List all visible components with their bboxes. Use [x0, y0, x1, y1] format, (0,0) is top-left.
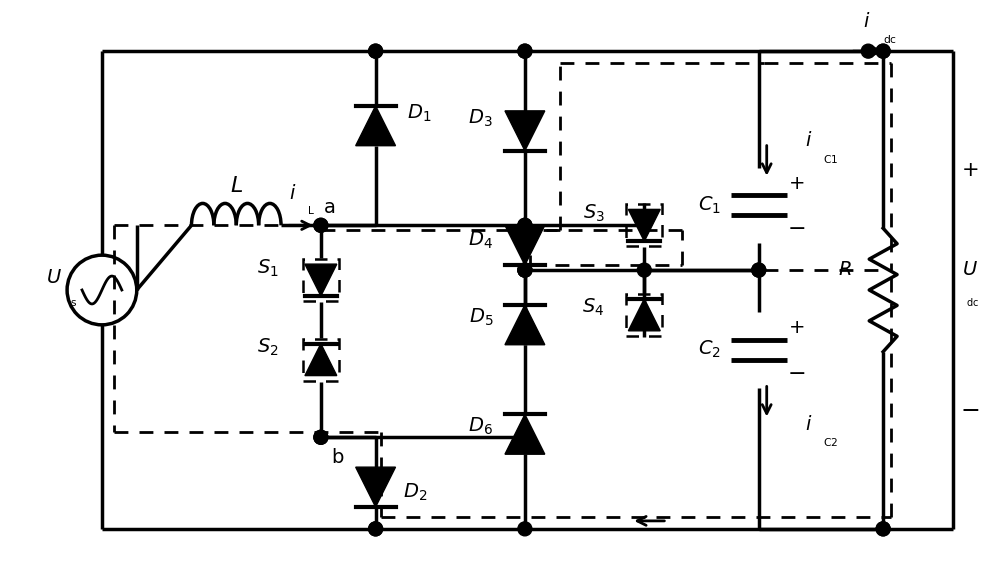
Polygon shape — [305, 344, 337, 376]
Text: $+$: $+$ — [788, 175, 805, 193]
Text: $i$: $i$ — [805, 415, 812, 434]
Bar — [626, 294, 662, 336]
Text: $R$: $R$ — [838, 261, 851, 279]
Polygon shape — [305, 264, 337, 296]
Polygon shape — [505, 414, 545, 454]
Circle shape — [518, 218, 532, 232]
Circle shape — [369, 44, 383, 58]
Text: $S_4$: $S_4$ — [582, 296, 604, 318]
Circle shape — [876, 44, 890, 58]
Text: $i$: $i$ — [863, 12, 870, 31]
Text: $S_3$: $S_3$ — [583, 203, 604, 224]
Polygon shape — [628, 209, 660, 241]
Text: $D_1$: $D_1$ — [407, 103, 432, 125]
Text: $D_6$: $D_6$ — [468, 416, 493, 437]
Text: $C_1$: $C_1$ — [698, 195, 721, 216]
Circle shape — [861, 44, 875, 58]
Circle shape — [752, 263, 766, 277]
Circle shape — [518, 522, 532, 536]
Polygon shape — [505, 305, 545, 345]
Circle shape — [314, 218, 328, 232]
Circle shape — [518, 44, 532, 58]
Circle shape — [876, 522, 890, 536]
Text: $D_3$: $D_3$ — [468, 108, 493, 129]
Circle shape — [876, 44, 890, 58]
Polygon shape — [628, 299, 660, 331]
Text: $U$: $U$ — [46, 269, 62, 287]
Circle shape — [518, 44, 532, 58]
Text: $-$: $-$ — [787, 216, 806, 238]
Text: $-$: $-$ — [960, 398, 979, 421]
Circle shape — [369, 522, 383, 536]
Text: $\mathrm{b}$: $\mathrm{b}$ — [331, 448, 344, 467]
Text: $_\mathrm{C2}$: $_\mathrm{C2}$ — [823, 435, 838, 450]
Text: $-$: $-$ — [787, 361, 806, 383]
Text: $+$: $+$ — [961, 161, 978, 180]
Circle shape — [369, 44, 383, 58]
Text: $D_5$: $D_5$ — [469, 306, 493, 328]
Circle shape — [518, 263, 532, 277]
Circle shape — [518, 263, 532, 277]
Circle shape — [314, 430, 328, 444]
Polygon shape — [356, 467, 396, 507]
Text: $_\mathrm{dc}$: $_\mathrm{dc}$ — [966, 295, 979, 309]
Circle shape — [314, 430, 328, 444]
Text: $i$: $i$ — [289, 184, 296, 204]
Text: $D_4$: $D_4$ — [468, 230, 493, 251]
Text: $_\mathrm{dc}$: $_\mathrm{dc}$ — [883, 32, 897, 46]
Polygon shape — [505, 111, 545, 151]
Circle shape — [314, 218, 328, 232]
Text: $_\mathrm{C1}$: $_\mathrm{C1}$ — [823, 151, 838, 166]
Polygon shape — [505, 225, 545, 265]
Circle shape — [518, 218, 532, 232]
Text: $_\mathrm{s}$: $_\mathrm{s}$ — [70, 295, 78, 309]
Text: $_\mathrm{L}$: $_\mathrm{L}$ — [307, 204, 315, 218]
Bar — [303, 339, 339, 380]
Text: $S_1$: $S_1$ — [257, 258, 279, 279]
Circle shape — [876, 522, 890, 536]
Text: $\mathrm{a}$: $\mathrm{a}$ — [323, 200, 335, 218]
Bar — [303, 259, 339, 301]
Text: $L$: $L$ — [230, 175, 243, 197]
Text: $D_2$: $D_2$ — [403, 481, 428, 503]
Text: $S_2$: $S_2$ — [257, 337, 279, 358]
Bar — [626, 204, 662, 246]
Circle shape — [369, 522, 383, 536]
Text: $+$: $+$ — [788, 319, 805, 337]
Polygon shape — [356, 106, 396, 146]
Text: $C_2$: $C_2$ — [698, 339, 721, 360]
Text: $i$: $i$ — [805, 131, 812, 150]
Text: $U$: $U$ — [962, 261, 978, 279]
Circle shape — [752, 263, 766, 277]
Circle shape — [518, 263, 532, 277]
Circle shape — [637, 263, 651, 277]
